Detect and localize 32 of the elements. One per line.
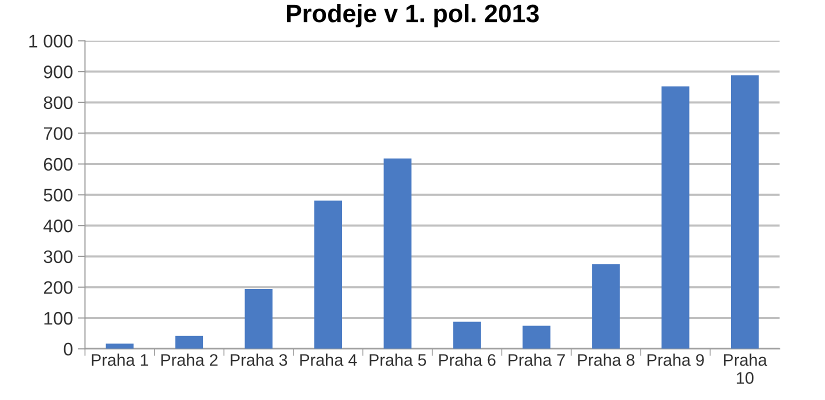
- bar: [453, 322, 481, 349]
- bar: [592, 264, 620, 349]
- x-tick-label: Praha 5: [370, 354, 426, 366]
- x-tick-label: Praha 4: [300, 354, 357, 366]
- bar: [106, 344, 134, 349]
- x-tick-label: Praha 1: [92, 354, 148, 366]
- y-tick-label: 100: [44, 312, 72, 325]
- y-tick-label: 500: [44, 188, 72, 202]
- y-tick-label: 700: [44, 127, 72, 140]
- bar: [384, 158, 412, 349]
- x-tick-label: Praha 10: [724, 354, 768, 384]
- y-tick-label: 0: [64, 342, 72, 356]
- y-tick-label: 800: [44, 96, 72, 110]
- x-tick-label: Praha 9: [648, 354, 704, 366]
- bar: [175, 336, 204, 349]
- y-tick-label: 400: [43, 220, 72, 232]
- y-tick-label: 200: [44, 281, 72, 294]
- bar: [244, 289, 273, 349]
- x-tick-label: Praha 3: [230, 354, 288, 366]
- bar: [522, 326, 550, 349]
- bar: [662, 86, 690, 349]
- x-tick-label: Praha 2: [161, 354, 218, 366]
- x-tick-label: Praha 7: [508, 354, 565, 366]
- y-tick-label: 900: [44, 66, 72, 78]
- y-tick-label: 600: [44, 158, 72, 171]
- x-tick-label: Praha 6: [439, 354, 496, 366]
- y-tick-label: 1 000: [29, 34, 72, 48]
- y-tick-label: 300: [44, 250, 72, 264]
- bar: [731, 75, 759, 349]
- x-tick-label: Praha 8: [578, 354, 634, 366]
- chart-title: Prodeje v 1. pol. 2013: [287, 4, 539, 28]
- bar: [314, 200, 342, 349]
